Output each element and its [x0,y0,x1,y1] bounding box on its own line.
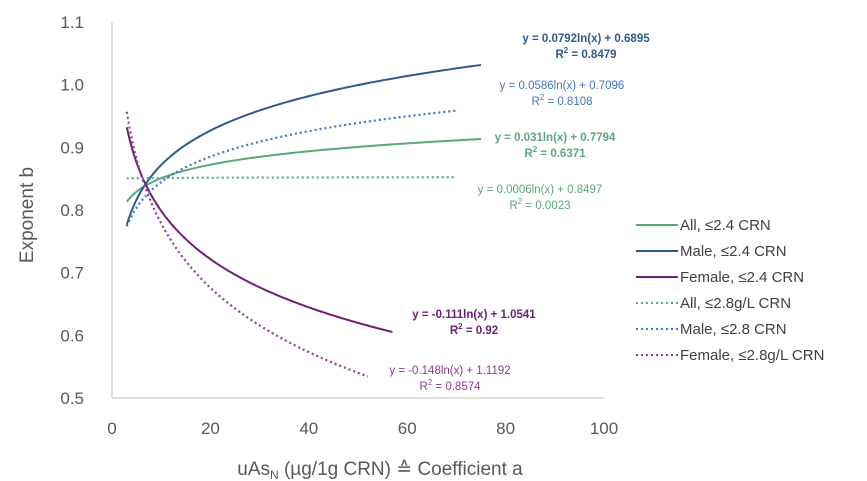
y-tick-label: 0.9 [60,138,84,157]
y-tick-label: 0.6 [60,326,84,345]
trendline-r-squared: R2 = 0.8574 [419,378,481,393]
y-tick-label: 0.8 [60,201,84,220]
axes: 0.5 0.6 0.7 0.8 0.9 1.0 1.1 0 20 40 60 80 100 [60,13,618,438]
trendline-r-squared: R2 = 0.0023 [509,197,570,212]
y-tick-label: 0.5 [60,389,84,408]
x-tick-label: 60 [398,419,417,438]
y-tick-label: 1.0 [60,76,84,95]
series-lines [125,63,482,378]
trendline-equation: y = 0.031ln(x) + 0.7794 [495,132,616,144]
trendline-equation: y = 0.0792ln(x) + 0.6895 [522,33,650,45]
trendline-r-squared: R2 = 0.6371 [524,145,586,160]
legend-item-male-2-4-crn: Male, ≤2.4 CRN [636,243,787,260]
series-line-female-2-4-crn [125,126,393,333]
trendline-r-squared: R2 = 0.8108 [531,93,592,108]
x-axis-title: uAsN (µg/1g CRN) ≙ Coefficient a [237,459,523,481]
series-line-male-2-8-crn [125,109,457,227]
legend-item-male-2-8-crn: Male, ≤2.8 CRN [636,321,787,338]
legend-item-female-2-8g-l-crn: Female, ≤2.8g/L CRN [636,347,824,364]
y-tick-label: 0.7 [60,264,84,283]
legend-label: All, ≤2.4 CRN [680,217,771,234]
x-axis-title-subscript: N [270,468,279,481]
trendline-equation: y = -0.111ln(x) + 1.0541 [412,309,536,321]
trendline-equation: y = 0.0586ln(x) + 0.7096 [500,80,625,92]
y-axis-title: Exponent b [17,167,38,263]
trendline-equation: y = -0.148ln(x) + 1.1192 [389,365,510,377]
trendline-r-squared: R2 = 0.92 [450,322,498,337]
legend-label: Male, ≤2.4 CRN [680,243,787,260]
legend-item-all-2-4-crn: All, ≤2.4 CRN [636,217,771,234]
x-tick-label: 80 [496,419,515,438]
legend-item-female-2-4-crn: Female, ≤2.4 CRN [636,269,804,286]
series-line-female-2-8g-l-crn [125,111,369,378]
series-line-male-2-4-crn [125,63,482,226]
series-line-all-2-4-crn [126,138,482,203]
trendline-equation: y = 0.0006ln(x) + 0.8497 [478,184,603,196]
x-tick-label: 100 [590,419,618,438]
legend-label: Female, ≤2.4 CRN [680,269,804,286]
series-line-all-2-8g-l-crn [126,176,457,180]
x-tick-label: 40 [299,419,318,438]
legend-label: Male, ≤2.8 CRN [680,321,787,338]
y-tick-label: 1.1 [60,13,84,32]
legend: All, ≤2.4 CRN Male, ≤2.4 CRN Female, ≤2.4 … [636,217,824,364]
trendline-r-squared: R2 = 0.8479 [555,46,616,61]
legend-label: All, ≤2.8g/L CRN [680,295,791,312]
legend-item-all-2-8g-l-crn: All, ≤2.8g/L CRN [636,295,791,312]
legend-label: Female, ≤2.8g/L CRN [680,347,824,364]
x-tick-label: 20 [201,419,220,438]
x-tick-label: 0 [107,419,116,438]
